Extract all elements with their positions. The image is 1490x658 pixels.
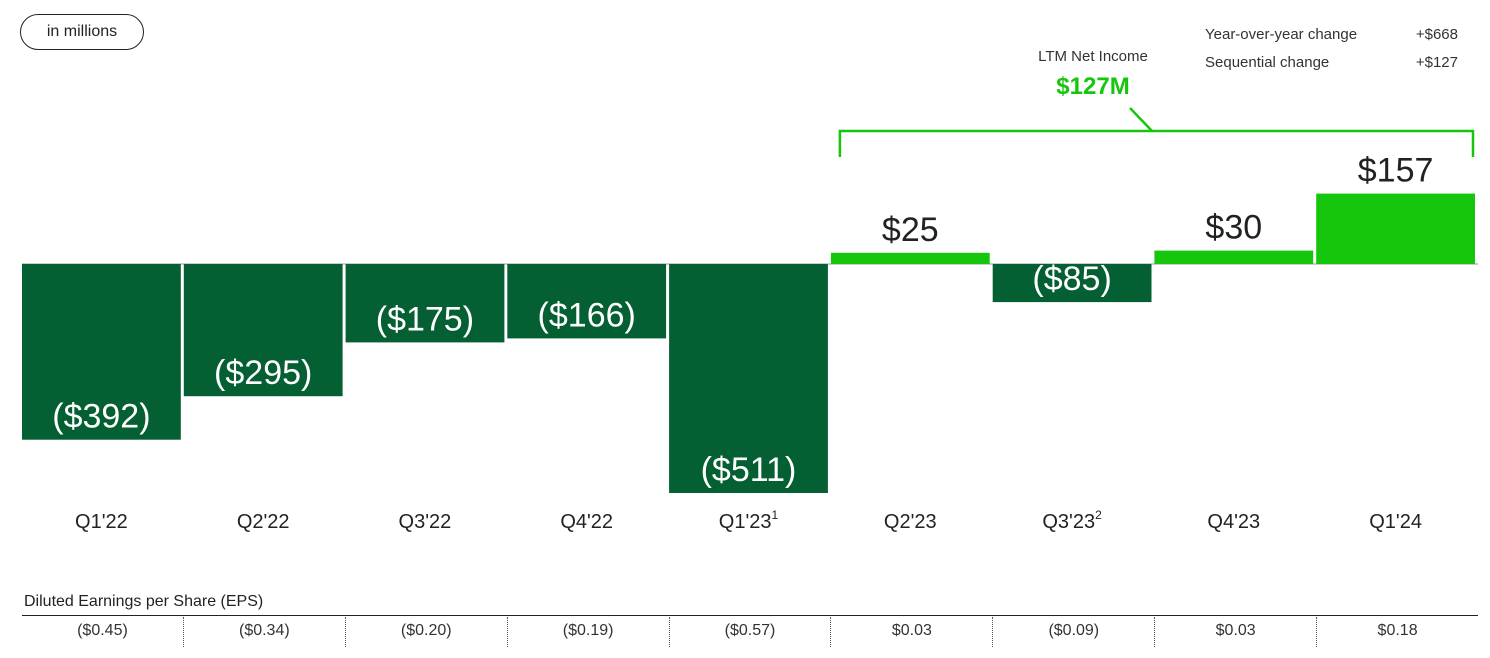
value-label-q4-23: $30 xyxy=(1205,209,1262,247)
value-label-q3-23: ($85) xyxy=(1032,260,1111,298)
eps-cell-q1-23: ($0.57) xyxy=(670,617,832,647)
eps-cell-q2-22: ($0.34) xyxy=(184,617,346,647)
net-income-bar-chart: ($392) Q1'22 ($295) Q2'22 ($175) Q3'22 ($166) Q… xyxy=(22,107,1478,533)
value-label-q4-22: ($166) xyxy=(538,296,636,334)
eps-row: ($0.45) ($0.34) ($0.20) ($0.19) ($0.57) $0.03… xyxy=(22,617,1478,647)
unit-label: in millions xyxy=(20,14,144,50)
bar-q1-22 xyxy=(22,264,181,440)
category-label-q3-22: Q3'22 xyxy=(399,511,452,533)
bar-q2-23 xyxy=(830,252,990,264)
eps-cell-q2-23: $0.03 xyxy=(831,617,994,647)
bar-q3-23 xyxy=(992,264,1152,303)
eps-cell-q3-23: ($0.09) xyxy=(993,617,1156,647)
category-label-q4-22: Q4'22 xyxy=(560,511,613,533)
category-label-q3-23: Q3'232 xyxy=(1042,508,1102,533)
bar-q1-23 xyxy=(669,264,828,493)
bar-q4-22 xyxy=(507,264,667,339)
eps-cell-q1-22: ($0.45) xyxy=(22,617,184,647)
value-label-q1-24: $157 xyxy=(1358,152,1434,190)
eps-cell-q3-22: ($0.20) xyxy=(346,617,508,647)
ltm-bracket xyxy=(838,107,1475,157)
category-label-q4-23: Q4'23 xyxy=(1207,511,1260,533)
value-label-q2-22: ($295) xyxy=(214,354,312,392)
ltm-net-income-label: LTM Net Income xyxy=(1038,48,1148,65)
category-label-q1-23: Q1'231 xyxy=(719,508,779,533)
footnote-marker: 1 xyxy=(772,508,779,522)
ltm-net-income-value: $127M xyxy=(1056,73,1130,100)
yoy-change-value: +$668 xyxy=(1415,26,1458,43)
footnote-marker: 2 xyxy=(1095,508,1102,522)
yoy-change-label: Year-over-year change xyxy=(1205,26,1358,43)
sequential-change-label: Sequential change xyxy=(1205,54,1330,71)
eps-cell-q1-24: $0.18 xyxy=(1377,622,1418,639)
value-label-q1-23: ($511) xyxy=(701,451,797,489)
bar-q4-23 xyxy=(1154,250,1314,264)
eps-cell-q4-23: $0.03 xyxy=(1155,617,1318,647)
value-label-q1-22: ($392) xyxy=(52,398,150,436)
category-label-q1-22: Q1'22 xyxy=(75,511,128,533)
category-label-q2-22: Q2'22 xyxy=(237,511,290,533)
bar-q1-24 xyxy=(1316,193,1475,264)
category-label-q1-24: Q1'24 xyxy=(1369,511,1422,533)
value-label-q2-23: $25 xyxy=(882,211,939,249)
sequential-change-value: +$127 xyxy=(1415,54,1458,71)
eps-title: Diluted Earnings per Share (EPS) xyxy=(24,593,264,610)
bar-q3-22 xyxy=(345,264,505,343)
eps-rule xyxy=(22,615,1478,616)
category-label-q2-23: Q2'23 xyxy=(884,511,937,533)
value-label-q3-22: ($175) xyxy=(376,300,474,338)
eps-cell-q4-22: ($0.19) xyxy=(508,617,670,647)
bar-q2-22 xyxy=(183,264,343,397)
